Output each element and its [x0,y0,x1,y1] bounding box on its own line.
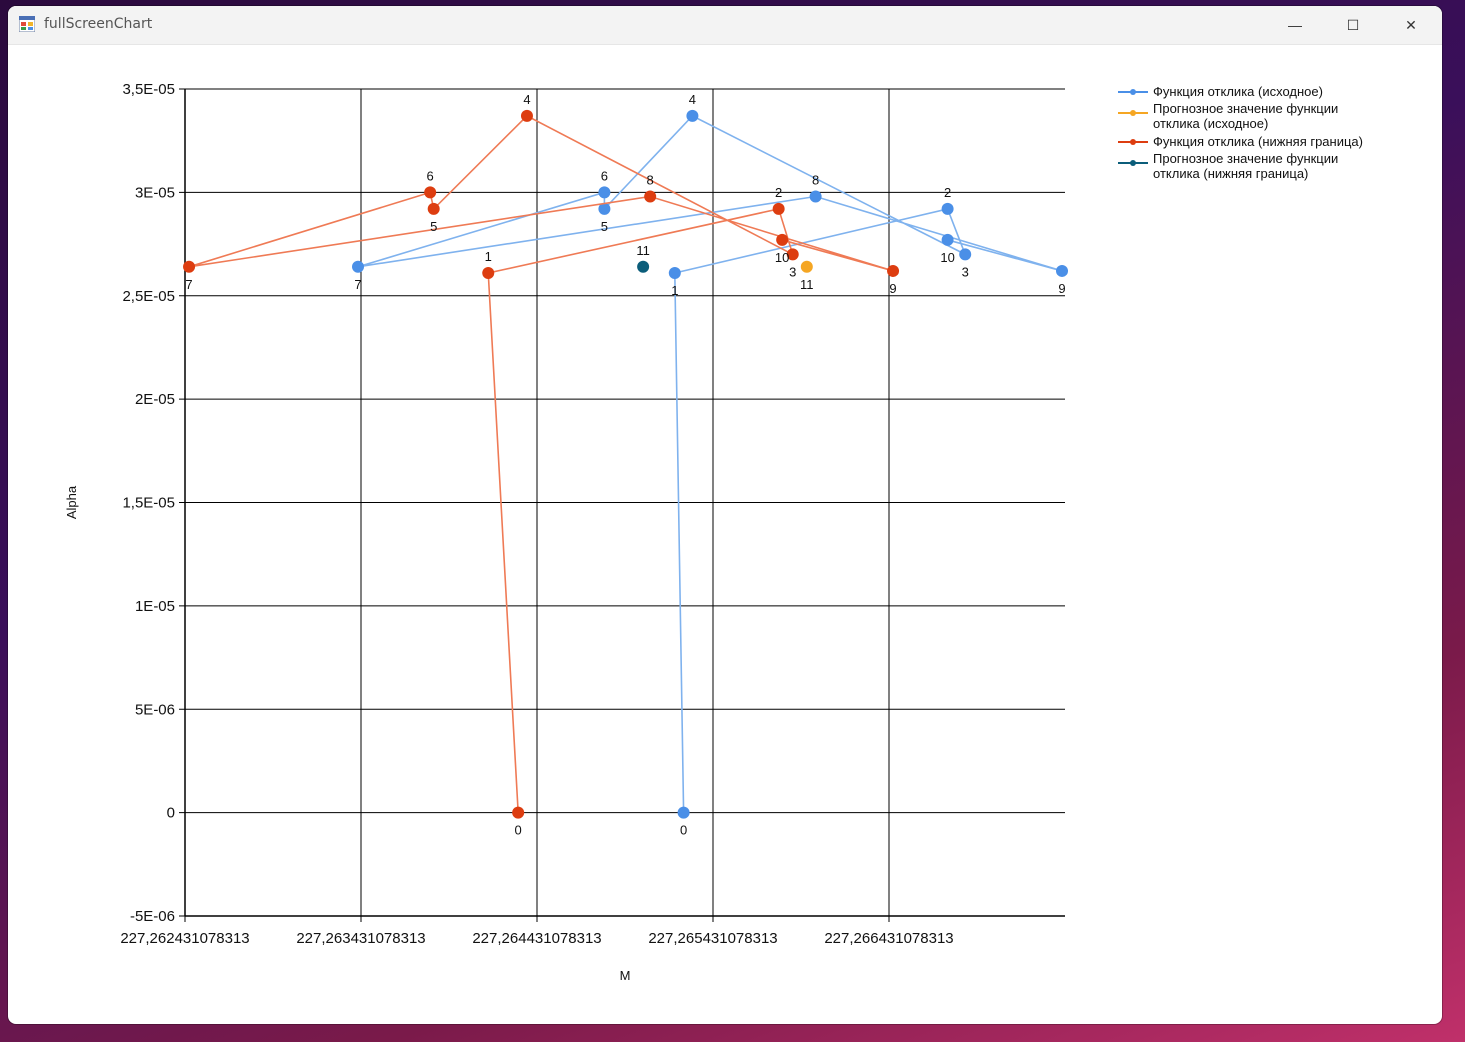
data-point [776,233,789,246]
point-label: 5 [430,219,437,234]
close-button[interactable]: ✕ [1382,6,1440,44]
legend-swatch-dot [1130,110,1136,116]
data-point [668,267,681,280]
minimize-button[interactable]: — [1266,6,1324,44]
data-point [786,248,799,261]
point-label: 2 [944,185,951,200]
data-point [887,264,900,277]
data-point [183,260,196,273]
x-axis-title: M [620,968,631,983]
data-point [512,806,525,819]
data-point [644,190,657,203]
point-label: 3 [789,264,796,279]
data-point [686,109,699,122]
data-point [1056,264,1069,277]
data-point [959,248,972,261]
data-point [772,202,785,215]
point-label: 10 [940,250,954,265]
data-point [598,186,611,199]
point-label: 0 [515,823,522,838]
point-label: 9 [889,281,896,296]
chart-area: 3,5E-05 3E-05 2,5E-05 2E-05 1,5E-05 1E-05 5E-0… [8,44,1442,1024]
line-chart: 3,5E-05 3E-05 2,5E-05 2E-05 1,5E-05 1E-05 5E-0… [64,81,1363,983]
legend-label: отклика (исходное) [1153,116,1268,131]
x-tick-label: 227,264431078313 [472,930,601,947]
data-point [941,202,954,215]
point-label: 5 [601,219,608,234]
app-icon [19,16,35,32]
minimize-icon: — [1288,17,1302,33]
app-window: fullScreenChart — ☐ ✕ 3,5E-05 3E-05 2,5E-0… [8,6,1442,1024]
point-label: 8 [812,173,819,188]
y-axis-title: Alpha [64,485,79,519]
data-point [637,260,650,273]
legend-item: Функция отклика (исходное) [1118,84,1323,99]
data-point [800,260,813,273]
y-tick-label: 5E-06 [135,701,175,718]
point-label: 1 [485,249,492,264]
close-icon: ✕ [1405,16,1417,33]
legend-label: Функция отклика (нижняя граница) [1153,134,1363,149]
maximize-button[interactable]: ☐ [1324,6,1382,44]
data-point [427,202,440,215]
data-point [424,186,437,199]
legend-swatch-dot [1130,139,1136,145]
point-label: 8 [647,173,654,188]
y-tick-label: 3,5E-05 [122,81,175,98]
y-tick-label: -5E-06 [130,908,175,925]
window-title: fullScreenChart [44,16,153,32]
data-point [482,267,495,280]
point-label: 7 [354,277,361,292]
data-point [352,260,365,273]
series-1: 11 [800,260,814,292]
x-tick-label: 227,266431078313 [824,930,953,947]
x-tick-label: 227,262431078313 [120,930,249,947]
data-point [677,806,690,819]
y-tick-label: 2,5E-05 [122,288,175,305]
y-tick-label: 2E-05 [135,391,175,408]
series-3: 11 [636,243,650,273]
y-tick-label: 1,5E-05 [122,495,175,512]
point-label: 6 [601,168,608,183]
series-line [357,114,1063,813]
series-line [188,114,894,813]
y-tick-label: 1E-05 [135,598,175,615]
data-point [809,190,822,203]
y-tick-label: 0 [167,805,175,822]
legend-label: Прогнозное значение функции [1153,151,1338,166]
point-label: 9 [1058,281,1065,296]
point-label: 4 [523,92,530,107]
maximize-icon: ☐ [1346,16,1360,33]
legend-swatch-dot [1130,160,1136,166]
point-label: 6 [427,168,434,183]
legend-label: Прогнозное значение функции [1153,101,1338,116]
chart-axes: 3,5E-05 3E-05 2,5E-05 2E-05 1,5E-05 1E-05 5E-0… [120,81,1065,947]
point-label: 2 [775,185,782,200]
point-label: 0 [680,823,687,838]
point-label: 1 [671,283,678,298]
x-tick-label: 227,263431078313 [296,930,425,947]
chart-series: 0 1 2 3 4 5 6 7 8 9 10 11 0 1 2 3 4 5 6 7 8 9 10 11 [183,92,1069,838]
legend-label: Функция отклика (исходное) [1153,84,1323,99]
point-label: 4 [689,92,696,107]
point-label: 11 [636,243,650,258]
chart-legend: Функция отклика (исходное) Прогнозное зна… [1118,84,1363,181]
point-label: 7 [185,277,192,292]
point-label: 11 [800,277,814,292]
point-label: 10 [775,250,789,265]
title-bar[interactable]: fullScreenChart — ☐ ✕ [8,6,1442,45]
data-point [941,233,954,246]
legend-swatch-dot [1130,89,1136,95]
data-point [520,109,533,122]
legend-item: Функция отклика (нижняя граница) [1118,134,1363,149]
data-point [598,202,611,215]
point-label: 3 [962,264,969,279]
legend-label: отклика (нижняя граница) [1153,166,1308,181]
y-tick-label: 3E-05 [135,184,175,201]
x-tick-label: 227,265431078313 [648,930,777,947]
